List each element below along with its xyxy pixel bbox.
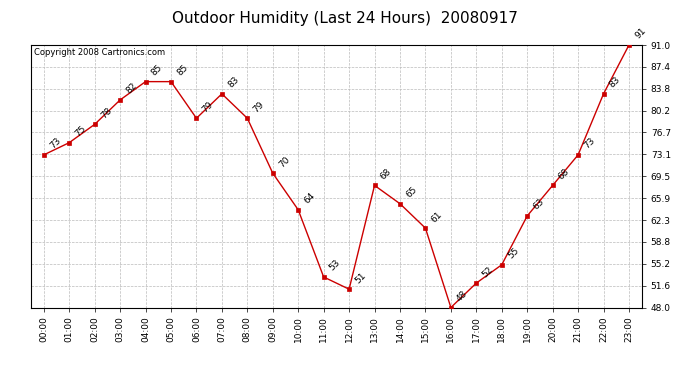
Text: 78: 78 <box>99 106 113 120</box>
Text: 91: 91 <box>633 26 648 41</box>
Text: 83: 83 <box>608 75 622 90</box>
Text: 75: 75 <box>73 124 88 138</box>
Text: 82: 82 <box>124 81 139 96</box>
Text: 63: 63 <box>531 197 546 212</box>
Text: 65: 65 <box>404 185 419 200</box>
Text: 73: 73 <box>582 136 597 151</box>
Text: 61: 61 <box>430 210 444 224</box>
Text: 85: 85 <box>150 63 164 78</box>
Text: 55: 55 <box>506 246 520 261</box>
Text: 79: 79 <box>201 100 215 114</box>
Text: 85: 85 <box>175 63 190 78</box>
Text: 48: 48 <box>455 289 469 303</box>
Text: Outdoor Humidity (Last 24 Hours)  20080917: Outdoor Humidity (Last 24 Hours) 2008091… <box>172 11 518 26</box>
Text: Copyright 2008 Cartronics.com: Copyright 2008 Cartronics.com <box>34 48 165 57</box>
Text: 68: 68 <box>379 167 393 181</box>
Text: 79: 79 <box>251 100 266 114</box>
Text: 64: 64 <box>302 191 317 206</box>
Text: 52: 52 <box>480 264 495 279</box>
Text: 53: 53 <box>328 258 342 273</box>
Text: 51: 51 <box>353 270 368 285</box>
Text: 73: 73 <box>48 136 62 151</box>
Text: 68: 68 <box>557 167 571 181</box>
Text: 83: 83 <box>226 75 241 90</box>
Text: 70: 70 <box>277 154 291 169</box>
